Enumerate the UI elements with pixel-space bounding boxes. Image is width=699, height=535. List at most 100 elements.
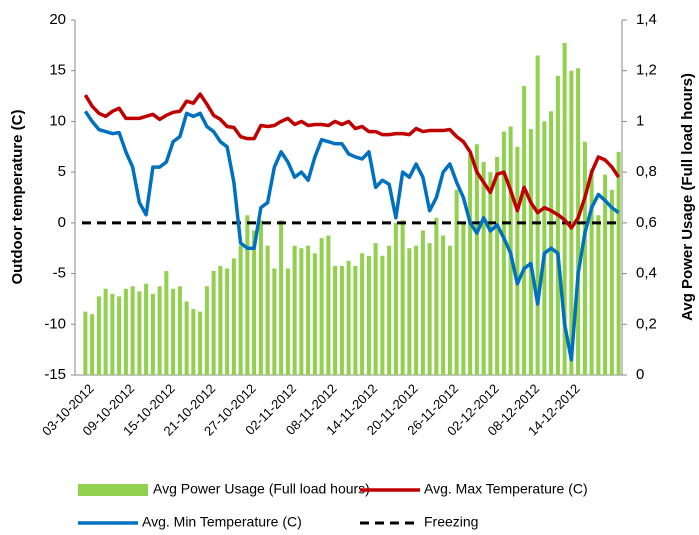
bar xyxy=(123,288,128,375)
bar xyxy=(150,293,155,375)
bar xyxy=(184,301,189,375)
bar xyxy=(515,146,520,375)
bar xyxy=(528,129,533,375)
bar xyxy=(562,42,567,375)
bar xyxy=(198,311,203,375)
bar xyxy=(596,215,601,375)
legend-swatch xyxy=(78,484,148,496)
y-tick-label: 15 xyxy=(49,62,66,79)
bar xyxy=(535,55,540,375)
bar xyxy=(434,217,439,375)
bar xyxy=(427,243,432,375)
bar xyxy=(225,268,230,375)
bar xyxy=(495,156,500,375)
bar xyxy=(90,314,95,375)
bar xyxy=(231,258,236,375)
y-tick-label: -5 xyxy=(53,265,66,282)
bar xyxy=(461,222,466,375)
bar xyxy=(454,189,459,375)
bar xyxy=(609,189,614,375)
bar xyxy=(339,265,344,375)
bar xyxy=(306,245,311,375)
bar xyxy=(468,154,473,375)
y2-tick-label: 0 xyxy=(636,366,644,383)
bar xyxy=(191,309,196,375)
bar xyxy=(252,230,257,375)
y-tick-label: 5 xyxy=(58,163,66,180)
y-tick-label: -10 xyxy=(44,315,66,332)
y-tick-label: 0 xyxy=(58,214,66,231)
bar xyxy=(420,230,425,375)
bar xyxy=(326,235,331,375)
bar xyxy=(211,271,216,375)
bar xyxy=(285,268,290,375)
legend-label: Avg. Min Temperature (C) xyxy=(142,514,302,530)
y2-tick-label: 0,2 xyxy=(636,315,657,332)
legend-label: Freezing xyxy=(424,514,478,530)
bar xyxy=(144,283,149,375)
bar xyxy=(157,286,162,375)
bar xyxy=(299,248,304,375)
bar xyxy=(279,220,284,375)
bar xyxy=(360,253,365,375)
bar xyxy=(522,85,527,375)
bar xyxy=(272,268,277,375)
bar xyxy=(103,288,108,375)
line-series xyxy=(83,110,620,362)
y2-tick-label: 0,4 xyxy=(636,265,657,282)
bar xyxy=(380,255,385,375)
bar xyxy=(488,172,493,375)
y-axis-title: Outdoor temperature (C) xyxy=(9,109,26,284)
bar xyxy=(353,265,358,375)
bar xyxy=(83,311,88,375)
bar xyxy=(110,293,115,375)
bar xyxy=(474,144,479,375)
bar xyxy=(312,253,317,375)
y2-tick-label: 1 xyxy=(636,112,644,129)
bar xyxy=(542,121,547,375)
y2-tick-label: 0,6 xyxy=(636,214,657,231)
bar xyxy=(333,265,338,375)
bar xyxy=(366,255,371,375)
bar xyxy=(555,75,560,376)
y-tick-label: 10 xyxy=(49,112,66,129)
bar xyxy=(407,248,412,375)
y-tick-label: -15 xyxy=(44,366,66,383)
bar xyxy=(447,245,452,375)
bar xyxy=(589,169,594,375)
bar xyxy=(569,70,574,375)
y2-tick-label: 1,4 xyxy=(636,11,657,28)
bar xyxy=(501,131,506,375)
bar xyxy=(400,220,405,375)
y2-axis-title: Avg Power Usage (Full load hours) xyxy=(679,73,696,321)
bar xyxy=(265,245,270,375)
bar xyxy=(238,245,243,375)
legend-label: Avg. Max Temperature (C) xyxy=(424,481,588,497)
bar xyxy=(346,260,351,375)
bar xyxy=(481,162,486,375)
y-tick-label: 20 xyxy=(49,11,66,28)
y2-tick-label: 1,2 xyxy=(636,62,657,79)
bar xyxy=(245,215,250,375)
legend-label: Avg Power Usage (Full load hours) xyxy=(153,481,370,497)
bar xyxy=(292,245,297,375)
y2-tick-label: 0,8 xyxy=(636,163,657,180)
bar xyxy=(393,222,398,375)
bar xyxy=(414,245,419,375)
bar xyxy=(441,235,446,375)
line-series xyxy=(83,92,621,230)
bar xyxy=(387,245,392,375)
bar xyxy=(582,141,587,375)
bar xyxy=(616,151,621,375)
bar xyxy=(171,288,176,375)
bar xyxy=(218,265,223,375)
bar xyxy=(137,291,142,375)
bar xyxy=(164,271,169,375)
bar xyxy=(96,296,101,375)
bar xyxy=(177,286,182,375)
bar xyxy=(373,243,378,375)
bar xyxy=(204,286,209,375)
bar xyxy=(258,220,263,375)
bar xyxy=(117,296,122,375)
